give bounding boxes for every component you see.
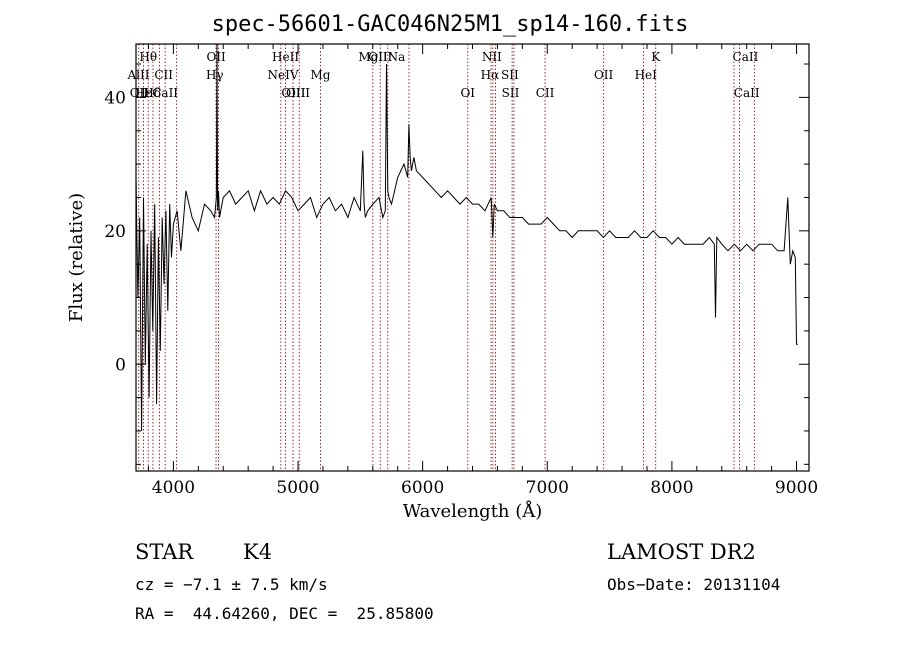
marker-label: SII [501,68,519,82]
spectrum-line [135,43,798,432]
marker-label: HeI [635,68,658,82]
x-tick-label: 8000 [650,478,693,498]
marker-label: CaII [734,86,760,100]
object-class: STAR [135,540,194,564]
marker-label: OIII [286,86,310,100]
marker-label: Hε [135,86,152,100]
marker-label: NeIV [268,68,299,82]
x-tick-label: 7000 [526,478,569,498]
marker-label: OIII [368,50,392,64]
marker-label: OII [594,68,614,82]
coordinates-readout: RA = 44.64260, DEC = 25.85800 [135,604,434,623]
chart-title: spec-56601-GAC046N25M1_sp14-160.fits [211,12,689,37]
marker-label: Na [388,50,406,64]
x-tick-label: 5000 [276,478,319,498]
redshift-readout: cz = −7.1 ± 7.5 km/s [135,575,328,594]
marker-label: AlII [127,68,150,82]
marker-label: CaII [152,86,178,100]
marker-label: Hδ [143,86,161,100]
marker-label: OII [206,50,226,64]
survey-label: LAMOST DR2 [607,540,756,564]
marker-label: HeII [272,50,299,64]
axis-ticks: 4000 5000 6000 7000 8000 9000 0 20 40 [104,44,818,498]
obs-date-readout: Obs−Date: 20131104 [607,575,781,594]
marker-label: CII [536,86,555,100]
marker-label: OII [130,86,150,100]
x-axis-label: Wavelength (Å) [403,500,543,522]
marker-label: K [651,50,661,64]
object-subclass: K4 [243,540,273,564]
plot-frame [135,43,810,472]
marker-label: OIII [281,86,305,100]
marker-label: OI [460,86,475,100]
marker-label: Hα [481,68,500,82]
x-tick-label: 4000 [152,478,195,498]
marker-label: Mg [310,68,330,82]
marker-label: CII [154,68,173,82]
x-tick-label: 6000 [401,478,444,498]
marker-label: MgII [358,50,388,64]
y-tick-label: 40 [104,88,126,108]
marker-label: Hγ [206,68,224,82]
y-axis-label: Flux (relative) [66,193,87,322]
marker-label: SII [502,86,520,100]
spectral-line-markers [138,44,755,471]
marker-label: CaII [733,50,759,64]
y-tick-label: 0 [115,355,126,375]
x-tick-label: 9000 [775,478,818,498]
marker-label: NII [482,50,502,64]
y-tick-label: 20 [104,222,126,242]
marker-label: Hθ [139,50,157,64]
